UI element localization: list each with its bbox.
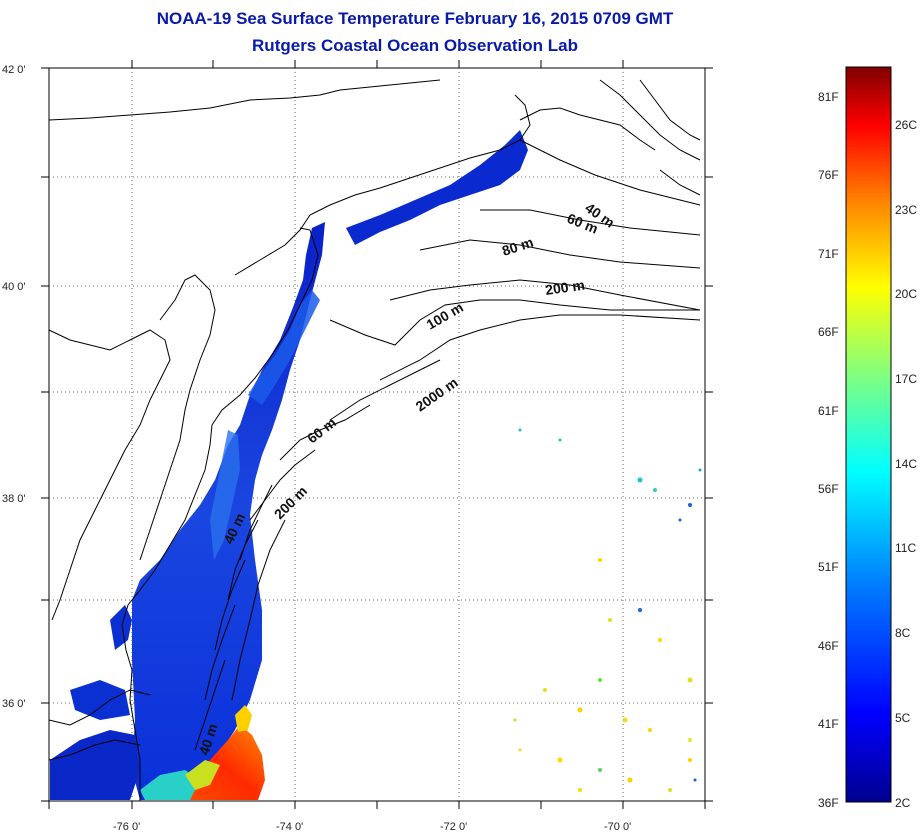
colorbar-c-11: 11C [895, 541, 917, 555]
colorbar-f-76: 76F [818, 168, 839, 182]
map-subtitle: Rutgers Coastal Ocean Observation Lab [252, 36, 578, 55]
sst-offshore-scatter [513, 428, 702, 792]
colorbar-c-23: 23C [895, 203, 918, 217]
colorbar-f-81: 81F [818, 90, 839, 104]
colorbar-c-2: 2C [895, 796, 911, 810]
lon-label-76: -76 0' [113, 821, 140, 832]
lon-label-72: -72 0' [440, 821, 467, 832]
colorbar-c-8: 8C [895, 626, 911, 640]
colorbar-c-17: 17C [895, 372, 918, 386]
colorbar-c-20: 20C [895, 287, 918, 301]
bathymetry-contours [194, 139, 701, 751]
axis-ticks [41, 60, 713, 809]
lat-label-38: 38 0' [2, 493, 26, 505]
colorbar [845, 66, 892, 803]
colorbar-f-66: 66F [818, 325, 839, 339]
coastline [48, 79, 701, 801]
colorbar-c-5: 5C [895, 711, 911, 725]
colorbar-f-46: 46F [818, 639, 839, 653]
lat-label-42: 42 0' [2, 64, 26, 76]
colorbar-c-26: 26C [895, 118, 918, 132]
colorbar-f-61: 61F [818, 404, 839, 418]
colorbar-f-56: 56F [818, 482, 839, 496]
lat-label-36: 36 0' [2, 698, 26, 710]
colorbar-f-36: 36F [818, 796, 839, 810]
lon-label-70: -70 0' [604, 821, 631, 832]
colorbar-f-51: 51F [818, 560, 839, 574]
colorbar-f-41: 41F [818, 717, 839, 731]
sst-warm-water [140, 705, 265, 800]
lat-label-40: 40 0' [2, 281, 26, 293]
lon-label-74: -74 0' [276, 821, 303, 832]
sst-shelf-water [50, 130, 528, 800]
colorbar-c-14: 14C [895, 457, 918, 471]
map-title: NOAA-19 Sea Surface Temperature February… [156, 9, 674, 28]
colorbar-f-71: 71F [818, 247, 839, 261]
contour-label-200m-north: 200 m [544, 277, 586, 298]
